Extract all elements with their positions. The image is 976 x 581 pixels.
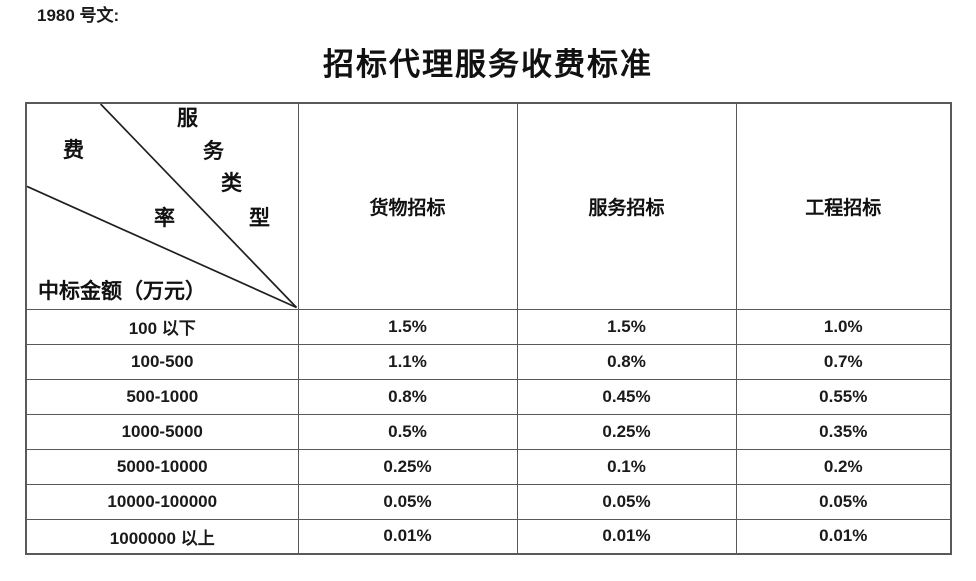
rate-cell: 0.05% xyxy=(735,483,952,520)
page-title: 招标代理服务收费标准 xyxy=(323,47,653,82)
amount-range-cell: 1000000 以上 xyxy=(25,518,299,555)
rate-cell: 0.01% xyxy=(735,518,952,555)
rate-cell: 0.8% xyxy=(297,378,518,415)
rate-cell: 0.55% xyxy=(735,378,952,415)
amount-range-cell: 10000-100000 xyxy=(25,483,299,520)
table-row: 1000000 以上 0.01% 0.01% 0.01% xyxy=(25,518,952,555)
doc-number-label: 1980 号文: xyxy=(37,6,120,25)
corner-rate-char: 率 xyxy=(154,206,175,230)
diagonal-corner-cell: 费 率 服 务 类 型 中标金额（万元） xyxy=(25,102,299,310)
rate-cell: 0.35% xyxy=(735,413,952,450)
rate-cell: 0.01% xyxy=(297,518,518,555)
rate-cell: 0.01% xyxy=(516,518,737,555)
amount-range-cell: 1000-5000 xyxy=(25,413,299,450)
rate-cell: 1.0% xyxy=(735,308,952,345)
table-row: 10000-100000 0.05% 0.05% 0.05% xyxy=(25,483,952,520)
amount-axis-label: 中标金额（万元） xyxy=(38,278,206,303)
rate-cell: 0.2% xyxy=(735,448,952,485)
rate-cell: 0.7% xyxy=(735,343,952,380)
corner-type-char: 类 xyxy=(221,171,242,195)
rate-cell: 0.25% xyxy=(297,448,518,485)
rate-cell: 1.5% xyxy=(297,308,518,345)
rate-cell: 1.5% xyxy=(516,308,737,345)
table-row: 500-1000 0.8% 0.45% 0.55% xyxy=(25,378,952,415)
rate-cell: 0.5% xyxy=(297,413,518,450)
rate-cell: 0.45% xyxy=(516,378,737,415)
amount-range-cell: 500-1000 xyxy=(25,378,299,415)
column-header-goods: 货物招标 xyxy=(297,102,518,310)
rate-cell: 0.25% xyxy=(516,413,737,450)
fee-standard-table: 费 率 服 务 类 型 中标金额（万元） 货物招标 服务招标 工程招标 100 … xyxy=(25,102,952,555)
corner-type-char: 务 xyxy=(203,139,224,163)
amount-range-cell: 100-500 xyxy=(25,343,299,380)
rate-cell: 0.05% xyxy=(516,483,737,520)
amount-range-cell: 100 以下 xyxy=(25,308,299,345)
table-row: 100 以下 1.5% 1.5% 1.0% xyxy=(25,308,952,345)
table-row: 100-500 1.1% 0.8% 0.7% xyxy=(25,343,952,380)
table-row: 5000-10000 0.25% 0.1% 0.2% xyxy=(25,448,952,485)
rate-cell: 0.1% xyxy=(516,448,737,485)
table-header-row: 费 率 服 务 类 型 中标金额（万元） 货物招标 服务招标 工程招标 xyxy=(25,102,952,310)
column-header-works: 工程招标 xyxy=(735,102,952,310)
column-header-services: 服务招标 xyxy=(516,102,737,310)
amount-range-cell: 5000-10000 xyxy=(25,448,299,485)
diagonal-lines xyxy=(27,104,297,308)
rate-cell: 0.8% xyxy=(516,343,737,380)
corner-type-char: 服 xyxy=(177,106,198,130)
rate-cell: 1.1% xyxy=(297,343,518,380)
rate-cell: 0.05% xyxy=(297,483,518,520)
table-row: 1000-5000 0.5% 0.25% 0.35% xyxy=(25,413,952,450)
corner-rate-char: 费 xyxy=(63,138,84,162)
corner-type-char: 型 xyxy=(249,206,270,230)
